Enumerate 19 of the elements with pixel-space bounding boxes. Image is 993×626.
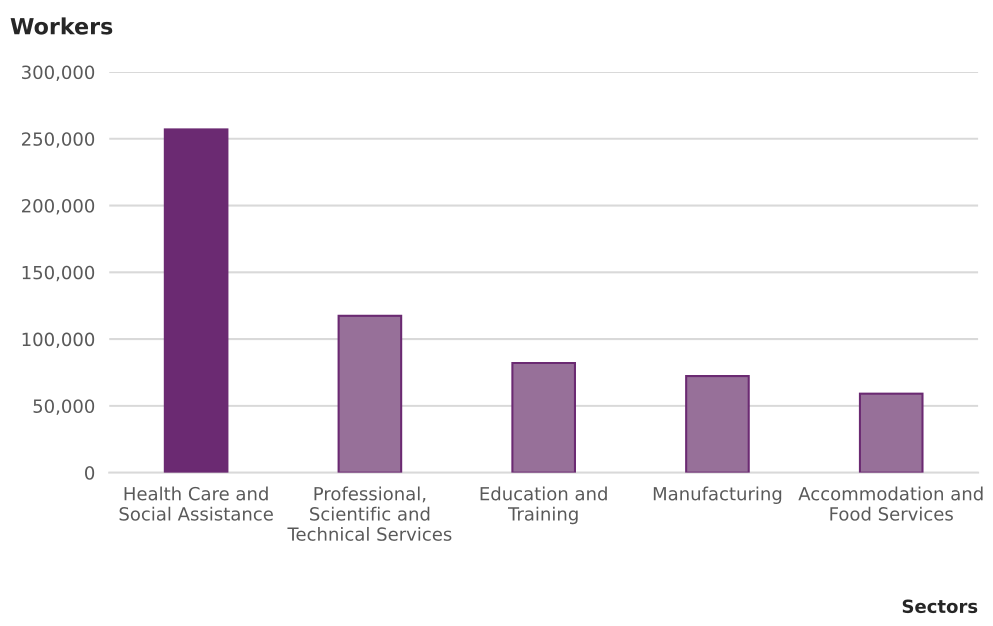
bar xyxy=(685,375,750,473)
bar xyxy=(338,314,402,473)
y-tick-label: 50,000 xyxy=(34,399,94,415)
x-tick-label: Manufacturing xyxy=(654,486,782,504)
y-tick-label: 150,000 xyxy=(22,266,94,282)
y-tick-label: 200,000 xyxy=(22,198,94,214)
x-axis-title: Sectors xyxy=(902,599,978,614)
y-tick-label: 100,000 xyxy=(22,332,94,348)
x-tick-label: Professional, Scientific and Technical Services xyxy=(287,486,452,541)
y-tick-label: 250,000 xyxy=(22,132,94,148)
x-tick-label: Accommodation and Food Services xyxy=(798,486,983,521)
x-tick-label: Health Care and Social Assistance xyxy=(120,486,273,521)
bar xyxy=(511,362,576,473)
y-axis-title: Workers xyxy=(10,17,112,35)
bar xyxy=(164,128,228,473)
x-tick-label: Education and Training xyxy=(480,486,607,524)
y-tick-label: 300,000 xyxy=(22,65,94,81)
bar xyxy=(858,392,924,473)
y-tick-label: 0 xyxy=(85,466,94,480)
